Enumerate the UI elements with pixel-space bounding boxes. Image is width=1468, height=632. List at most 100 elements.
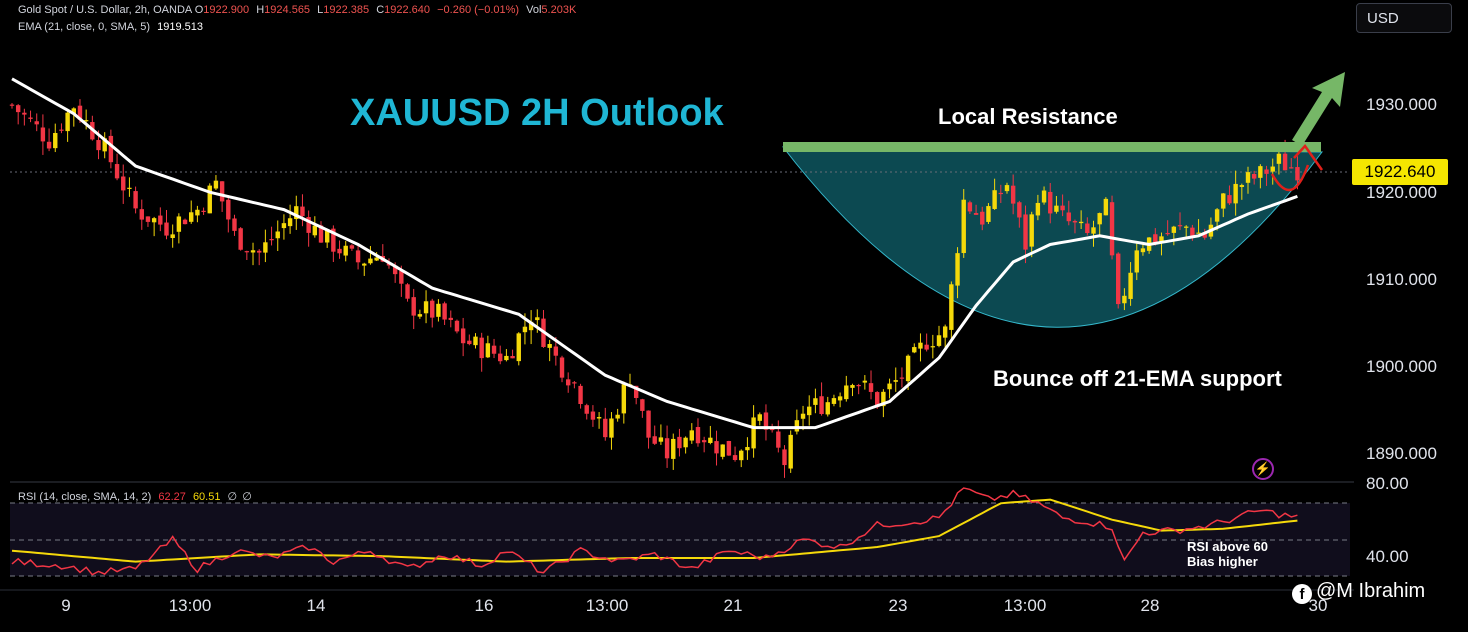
candle-body <box>1060 205 1065 211</box>
candle-body <box>1116 253 1121 305</box>
candle-body <box>312 225 318 236</box>
candle-body <box>825 402 830 415</box>
candle-body <box>442 303 447 320</box>
candle-body <box>1017 202 1022 218</box>
candle <box>646 410 651 449</box>
x-tick-1300-a: 13:00 <box>168 596 212 615</box>
close-label: C <box>376 4 385 16</box>
candle-body <box>226 199 231 220</box>
candle-body <box>912 347 917 353</box>
candle-body <box>491 345 497 354</box>
candle-body <box>800 413 806 419</box>
candle-body <box>1214 209 1220 222</box>
candle <box>584 403 589 420</box>
candle <box>547 339 552 362</box>
candle-body <box>553 346 559 356</box>
candle-body <box>516 333 521 362</box>
candle-body <box>1227 195 1232 204</box>
symbol-name: Gold Spot / U.S. Dollar, 2h, OANDA <box>18 4 192 16</box>
candle-body <box>788 434 793 469</box>
candle <box>485 335 491 359</box>
candle <box>355 244 361 270</box>
candle <box>992 178 997 210</box>
candle <box>936 325 942 348</box>
candle-body <box>1282 153 1288 171</box>
candle-body <box>1085 223 1090 234</box>
candle-body <box>368 258 373 264</box>
candle <box>1258 164 1263 189</box>
currency-button[interactable]: USD <box>1356 3 1452 33</box>
candle-body <box>819 396 824 415</box>
candle <box>640 398 645 418</box>
projected-path-arrowhead <box>1293 144 1324 171</box>
candle-body <box>454 320 460 332</box>
candle-body <box>708 437 713 443</box>
y-tick-1910: 1910.000 <box>1366 270 1437 289</box>
rsi-sma-value: 60.51 <box>192 491 221 503</box>
candle <box>942 324 948 350</box>
candle-body <box>287 218 293 227</box>
candle <box>250 242 256 266</box>
candle <box>510 349 515 359</box>
candle-body <box>1289 167 1294 169</box>
candle-body <box>856 384 861 387</box>
candle-body <box>683 437 688 448</box>
ema-legend: EMA (21, close, 0, SMA, 5) 1919.513 <box>18 21 203 33</box>
candle-body <box>1264 169 1269 174</box>
candle-body <box>782 449 787 466</box>
candle <box>337 240 342 259</box>
lightning-icon[interactable]: ⚡ <box>1252 458 1274 480</box>
candle-body <box>1258 166 1263 178</box>
candle-body <box>1029 214 1034 247</box>
candle-body <box>1196 232 1201 234</box>
candle-body <box>182 219 188 225</box>
candle-body <box>219 181 225 202</box>
candle <box>1270 158 1275 185</box>
candle <box>658 424 664 445</box>
candle-body <box>1109 202 1115 256</box>
candle-body <box>1153 234 1158 244</box>
candle-body <box>652 436 657 444</box>
candle <box>1060 194 1065 217</box>
candle-body <box>695 427 701 444</box>
candle-body <box>158 215 163 225</box>
candle-body <box>1103 198 1109 216</box>
candle-body <box>566 379 571 386</box>
candle-body <box>53 132 58 149</box>
candle <box>751 405 756 458</box>
candle <box>213 175 219 191</box>
candle-body <box>510 356 515 359</box>
candle <box>263 229 268 263</box>
candle-body <box>151 218 157 223</box>
candle <box>664 425 670 468</box>
candle <box>745 437 750 460</box>
candle-body <box>238 228 243 250</box>
candle <box>1196 219 1201 234</box>
cup-pattern-shape <box>781 146 1323 328</box>
candle-body <box>269 239 274 241</box>
candle <box>578 383 583 409</box>
candle-body <box>633 385 639 398</box>
candle <box>349 244 355 251</box>
candle <box>967 200 973 214</box>
candle-body <box>65 112 70 132</box>
candle-body <box>96 140 101 151</box>
open-value: 1922.900 <box>203 4 250 16</box>
candle <box>726 440 732 456</box>
candle-body <box>942 326 948 338</box>
candle <box>961 189 966 258</box>
x-tick-21: 21 <box>723 596 743 615</box>
candle-body <box>776 431 781 448</box>
candle-body <box>701 440 707 443</box>
volume-label: Vol <box>526 4 542 16</box>
candle <box>1239 183 1245 200</box>
candle <box>479 332 484 372</box>
candle-body <box>918 342 923 349</box>
candle <box>714 430 719 466</box>
x-tick-28: 28 <box>1140 596 1160 615</box>
candle <box>1171 225 1177 246</box>
candle-body <box>417 314 423 317</box>
candle <box>893 367 898 392</box>
candle-body <box>1078 221 1084 224</box>
